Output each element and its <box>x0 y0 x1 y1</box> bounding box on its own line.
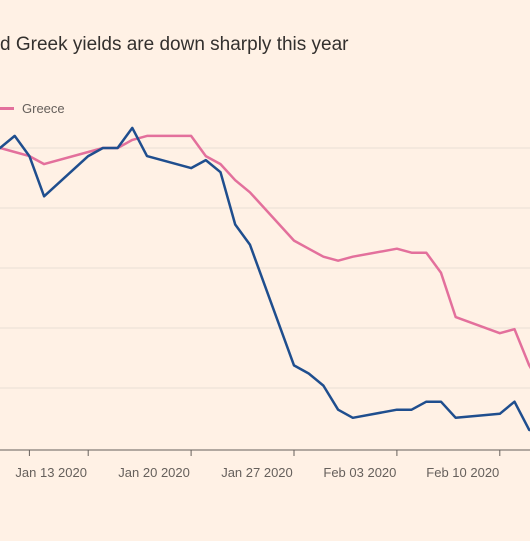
x-tick-label-0: Jan 13 2020 <box>15 465 87 480</box>
x-tick-label-2: Jan 27 2020 <box>221 465 293 480</box>
x-tick-label-1: Jan 20 2020 <box>118 465 190 480</box>
x-tick-label-3: Feb 03 2020 <box>323 465 396 480</box>
legend: Greece <box>0 98 65 118</box>
x-tick-label-4: Feb 10 2020 <box>426 465 499 480</box>
legend-label-greece: Greece <box>22 100 65 116</box>
series-line-0 <box>0 134 530 370</box>
series-line-1 <box>0 126 530 432</box>
chart-title: d Greek yields are down sharply this yea… <box>0 34 349 55</box>
legend-swatch-greece <box>0 106 14 110</box>
